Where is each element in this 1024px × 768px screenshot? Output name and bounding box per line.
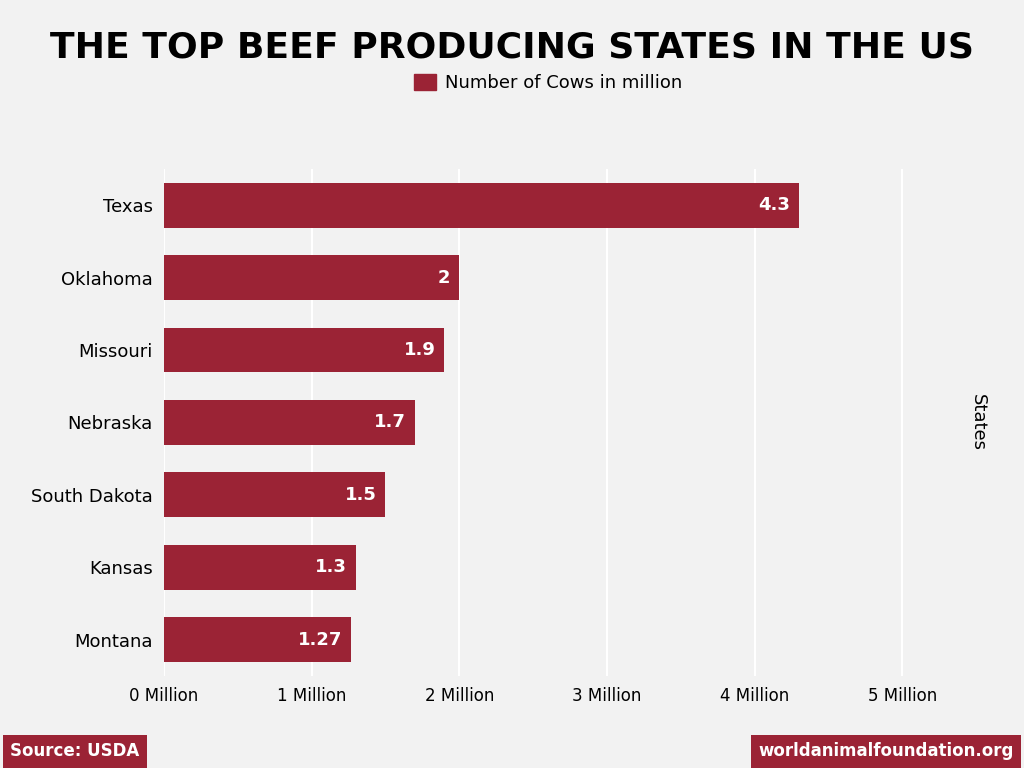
Text: Source: USDA: Source: USDA xyxy=(10,743,139,760)
Text: 1.27: 1.27 xyxy=(298,631,343,649)
Text: 1.9: 1.9 xyxy=(403,341,435,359)
Text: 2: 2 xyxy=(438,269,451,286)
Legend: Number of Cows in million: Number of Cows in million xyxy=(407,67,689,99)
Bar xyxy=(164,545,356,590)
Bar xyxy=(164,255,459,300)
Text: 1.7: 1.7 xyxy=(374,413,407,432)
Bar xyxy=(164,327,444,372)
Text: THE TOP BEEF PRODUCING STATES IN THE US: THE TOP BEEF PRODUCING STATES IN THE US xyxy=(50,31,974,65)
Text: 1.5: 1.5 xyxy=(345,486,377,504)
Text: 1.3: 1.3 xyxy=(315,558,347,576)
Text: 4.3: 4.3 xyxy=(758,196,791,214)
Bar xyxy=(164,400,415,445)
Text: worldanimalfoundation.org: worldanimalfoundation.org xyxy=(759,743,1014,760)
Bar xyxy=(164,472,385,518)
Bar xyxy=(164,617,351,662)
Bar xyxy=(164,183,799,227)
Text: States: States xyxy=(969,394,987,451)
